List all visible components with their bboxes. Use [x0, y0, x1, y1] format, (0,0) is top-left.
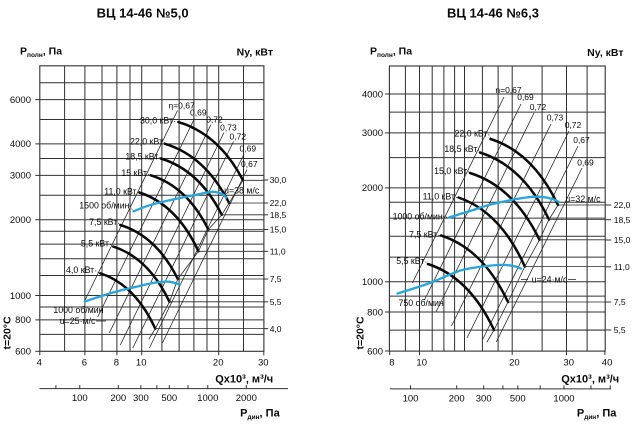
svg-text:0,73: 0,73 [547, 113, 564, 123]
svg-text:t=20°C: t=20°C [1, 316, 13, 350]
svg-text:5,5 кВт: 5,5 кВт [396, 256, 424, 266]
svg-text:1500 об/мин: 1500 об/мин [79, 200, 129, 210]
svg-text:Ny, кВт: Ny, кВт [237, 47, 273, 59]
svg-text:200: 200 [110, 393, 126, 404]
svg-text:8: 8 [114, 357, 119, 368]
svg-text:ВЦ 14-46 №6,3: ВЦ 14-46 №6,3 [447, 6, 539, 21]
svg-text:0,67: 0,67 [241, 159, 258, 169]
svg-text:2000: 2000 [236, 393, 257, 404]
svg-text:40: 40 [602, 358, 613, 369]
svg-text:7,5 кВт: 7,5 кВт [409, 229, 437, 239]
svg-text:0,69: 0,69 [577, 158, 594, 168]
svg-text:Qх10³, м³/ч: Qх10³, м³/ч [561, 374, 619, 386]
svg-text:20: 20 [213, 357, 224, 368]
svg-text:1000 об/мин: 1000 об/мин [53, 305, 103, 315]
svg-text:800: 800 [15, 315, 31, 326]
svg-text:5,5: 5,5 [270, 297, 282, 307]
svg-text:Рдин, Па: Рдин, Па [577, 408, 617, 422]
svg-text:18,5 кВт: 18,5 кВт [444, 144, 477, 154]
svg-text:1000: 1000 [197, 393, 218, 404]
svg-text:600: 600 [15, 347, 31, 358]
svg-text:1000: 1000 [10, 291, 31, 302]
svg-text:7,5: 7,5 [614, 297, 626, 307]
svg-text:100: 100 [403, 394, 419, 405]
svg-text:5,5: 5,5 [614, 325, 626, 335]
svg-text:300: 300 [133, 393, 149, 404]
svg-text:18,5 кВт: 18,5 кВт [125, 152, 158, 162]
svg-text:Рдин, Па: Рдин, Па [240, 408, 280, 422]
svg-text:7,5 кВт: 7,5 кВт [89, 217, 117, 227]
svg-text:7,5: 7,5 [270, 274, 282, 284]
svg-text:3000: 3000 [362, 128, 383, 139]
svg-text:11,0: 11,0 [614, 262, 630, 272]
svg-text:t=20°C: t=20°C [355, 316, 367, 350]
svg-text:u=25·м/с: u=25·м/с [60, 316, 96, 326]
svg-text:30: 30 [563, 358, 574, 369]
svg-text:4000: 4000 [10, 139, 31, 150]
svg-text:15,0: 15,0 [270, 225, 287, 235]
svg-text:1000: 1000 [553, 394, 574, 405]
svg-text:300: 300 [476, 394, 492, 405]
svg-text:4,0 кВт: 4,0 кВт [66, 265, 94, 275]
svg-text:0,69: 0,69 [240, 144, 257, 154]
svg-text:0,72: 0,72 [530, 102, 547, 112]
svg-text:0,69: 0,69 [190, 108, 207, 118]
svg-text:Ny, кВт: Ny, кВт [587, 47, 623, 59]
svg-text:ВЦ 14-46 №5,0: ВЦ 14-46 №5,0 [97, 6, 189, 21]
svg-text:20: 20 [509, 358, 520, 369]
svg-text:3000: 3000 [10, 171, 31, 182]
svg-text:800: 800 [367, 307, 383, 318]
svg-text:11,0 кВт: 11,0 кВт [423, 192, 455, 202]
svg-text:30: 30 [258, 357, 269, 368]
svg-text:0,67: 0,67 [573, 135, 590, 145]
svg-text:18,5: 18,5 [270, 210, 287, 220]
svg-text:2000: 2000 [10, 215, 31, 226]
svg-text:5,5 кВт: 5,5 кВт [81, 238, 109, 248]
svg-text:4,0: 4,0 [270, 324, 282, 334]
svg-text:0,72: 0,72 [565, 120, 582, 130]
svg-text:u=32 м/с: u=32 м/с [565, 194, 601, 204]
svg-text:500: 500 [510, 394, 526, 405]
svg-text:Qх10³, м³/ч: Qх10³, м³/ч [215, 374, 273, 386]
svg-text:22,0: 22,0 [614, 200, 631, 210]
svg-text:6000: 6000 [10, 95, 31, 106]
svg-text:22,0 кВт: 22,0 кВт [454, 129, 487, 139]
svg-text:11,0 кВт: 11,0 кВт [104, 187, 136, 197]
svg-text:30,0 кВт: 30,0 кВт [140, 116, 173, 126]
svg-text:10: 10 [136, 357, 147, 368]
svg-text:18,5: 18,5 [614, 215, 631, 225]
svg-text:1000 об/мин: 1000 об/мин [393, 211, 443, 221]
svg-text:500: 500 [161, 393, 177, 404]
svg-text:10: 10 [416, 358, 427, 369]
svg-text:4000: 4000 [362, 89, 383, 100]
svg-text:1000: 1000 [362, 277, 383, 288]
svg-text:4: 4 [37, 357, 42, 368]
svg-text:15,0 кВт: 15,0 кВт [434, 166, 467, 176]
svg-text:0,72: 0,72 [230, 131, 247, 141]
svg-text:22,0 кВт: 22,0 кВт [130, 137, 163, 147]
svg-text:750 об/мин: 750 об/мин [398, 298, 443, 308]
svg-text:0,69: 0,69 [517, 92, 534, 102]
svg-text:100: 100 [72, 393, 88, 404]
svg-text:600: 600 [367, 346, 383, 357]
svg-text:11,0: 11,0 [270, 247, 286, 257]
svg-text:2000: 2000 [362, 183, 383, 194]
svg-text:u=24·м/с: u=24·м/с [532, 275, 568, 285]
svg-text:6: 6 [82, 357, 87, 368]
svg-text:200: 200 [449, 394, 465, 405]
svg-text:22,0: 22,0 [270, 198, 287, 208]
svg-text:u=38 м/с: u=38 м/с [224, 185, 260, 195]
svg-text:30,0: 30,0 [270, 175, 287, 185]
svg-text:15 кВт: 15 кВт [121, 168, 147, 178]
svg-text:15,0: 15,0 [614, 235, 631, 245]
svg-text:8: 8 [389, 358, 394, 369]
